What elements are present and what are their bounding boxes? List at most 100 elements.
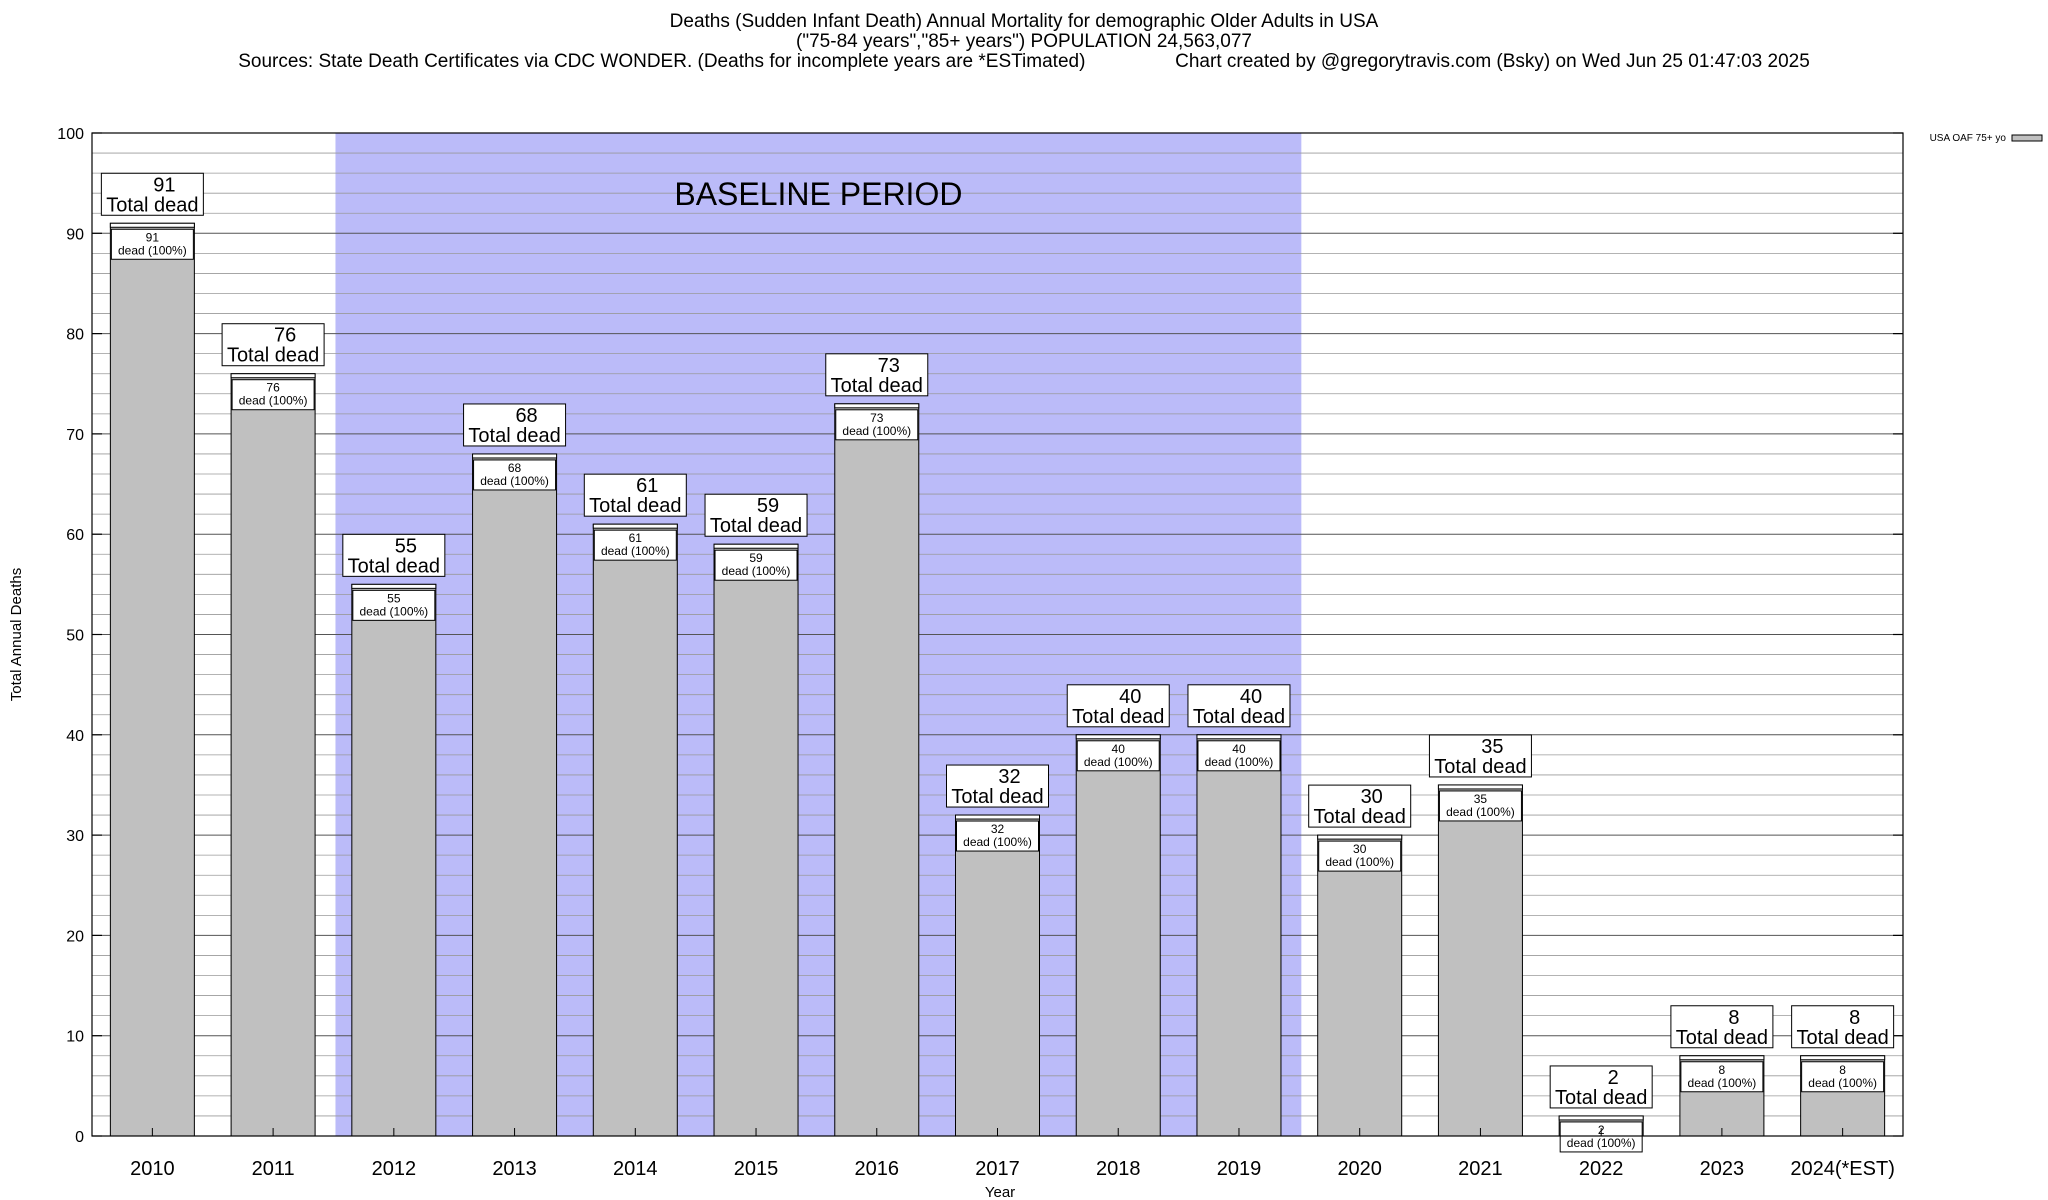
inner-label-text: dead (100%)	[359, 604, 428, 618]
top-label-text: Total dead	[1555, 1087, 1647, 1109]
top-label-text: Total dead	[589, 495, 681, 517]
top-label-box	[583, 473, 687, 517]
x-tick-label: 2018	[1096, 1158, 1141, 1180]
inner-label-box	[593, 529, 677, 561]
bar	[1075, 734, 1161, 1137]
top-label-text: Total dead	[1676, 1027, 1768, 1049]
top-label-box	[704, 493, 808, 537]
top-label-value: 30	[1361, 786, 1383, 808]
bar-top-cap	[834, 403, 920, 409]
inner-label-value: 40	[1112, 742, 1126, 756]
top-label-text: Total dead	[227, 345, 319, 367]
inner-label-text: dead (100%)	[963, 835, 1032, 849]
inner-label-box	[714, 549, 798, 581]
bar-top-cap	[109, 222, 195, 228]
inner-label-value: 55	[387, 591, 401, 605]
inner-label-box	[835, 409, 919, 441]
bar	[713, 543, 799, 1137]
y-tick-label: 30	[66, 828, 84, 845]
x-tick-label: 2021	[1458, 1158, 1503, 1180]
inner-label-value: 91	[146, 230, 160, 244]
x-tick-label: 2016	[855, 1158, 900, 1180]
bar	[1437, 784, 1523, 1137]
y-tick-label: 40	[66, 728, 84, 745]
bar	[230, 373, 316, 1137]
top-label-box	[342, 533, 446, 577]
x-axis-label: Year	[985, 1184, 1015, 1200]
plot-border	[91, 132, 1904, 1137]
chart-subtitle: ("75-84 years","85+ years") POPULATION 2…	[796, 31, 1252, 52]
y-tick-label: 100	[57, 126, 84, 143]
bar-top-cap	[351, 583, 437, 589]
inner-label-text: dead (100%)	[1325, 855, 1394, 869]
bar	[472, 453, 558, 1137]
top-label-value: 68	[515, 405, 537, 427]
top-label-text: Total dead	[1434, 756, 1526, 778]
y-tick-label: 50	[66, 628, 84, 645]
inner-label-value: 35	[1474, 792, 1488, 806]
bar-top-cap	[1558, 1115, 1644, 1121]
bar-top-cap	[713, 543, 799, 549]
top-label-value: 40	[1240, 686, 1262, 708]
top-label-text: Total dead	[1193, 706, 1285, 728]
inner-label-box	[1197, 740, 1281, 772]
inner-label-text: dead (100%)	[118, 243, 187, 257]
inner-label-text: dead (100%)	[1808, 1076, 1877, 1090]
y-tick-label: 60	[66, 527, 84, 544]
inner-label-value: 59	[749, 551, 763, 565]
inner-label-text: dead (100%)	[842, 424, 911, 438]
inner-label-text: dead (100%)	[239, 394, 308, 408]
y-tick-label: 80	[66, 327, 84, 344]
top-label-box	[1549, 1065, 1653, 1109]
top-label-value: 32	[998, 766, 1020, 788]
top-label-text: Total dead	[1314, 806, 1406, 828]
top-label-text: Total dead	[106, 194, 198, 216]
inner-label-text: dead (100%)	[1205, 755, 1274, 769]
chart-title: Deaths (Sudden Infant Death) Annual Mort…	[669, 11, 1379, 32]
inner-label-text: dead (100%)	[1688, 1076, 1757, 1090]
bar-top-cap	[1196, 734, 1282, 740]
x-tick-label: 2020	[1337, 1158, 1382, 1180]
x-tick-label: 2017	[975, 1158, 1020, 1180]
top-label-box	[1791, 1005, 1895, 1049]
inner-label-value: 73	[870, 411, 884, 425]
y-axis-label: Total Annual Deaths	[8, 568, 25, 701]
inner-label-box	[473, 459, 557, 491]
legend-swatch	[2011, 134, 2043, 142]
inner-label-box	[1438, 790, 1522, 822]
inner-label-box	[1559, 1121, 1643, 1153]
x-tick-label: 2019	[1217, 1158, 1262, 1180]
inner-label-box	[1318, 840, 1402, 872]
y-tick-label: 70	[66, 427, 84, 444]
inner-label-text: dead (100%)	[1567, 1136, 1636, 1150]
top-label-value: 40	[1119, 686, 1141, 708]
x-tick-label: 2024(*EST)	[1790, 1158, 1895, 1180]
inner-label-value: 30	[1353, 842, 1367, 856]
inner-label-box	[352, 589, 436, 621]
inner-label-value: 68	[508, 461, 522, 475]
y-tick-label: 10	[66, 1029, 84, 1046]
top-label-text: Total dead	[348, 555, 440, 577]
inner-label-box	[231, 379, 315, 411]
inner-label-value: 61	[629, 531, 643, 545]
bar-top-cap	[1800, 1055, 1886, 1061]
top-label-box	[1308, 784, 1412, 828]
bar-top-cap	[955, 814, 1040, 820]
inner-label-text: dead (100%)	[1084, 755, 1153, 769]
inner-label-box	[956, 820, 1039, 852]
inner-label-box	[1680, 1061, 1764, 1093]
inner-label-text: dead (100%)	[601, 544, 670, 558]
bar-top-cap	[1437, 784, 1523, 790]
top-label-box	[1066, 684, 1170, 728]
x-tick-label: 2014	[613, 1158, 658, 1180]
x-tick-label: 2023	[1700, 1158, 1745, 1180]
top-label-value: 8	[1728, 1007, 1739, 1029]
top-label-value: 76	[274, 325, 296, 347]
bar	[1317, 834, 1403, 1137]
inner-label-box	[1076, 740, 1160, 772]
top-label-text: Total dead	[1072, 706, 1164, 728]
y-tick-label: 90	[66, 226, 84, 243]
top-label-box	[946, 764, 1049, 808]
top-label-value: 2	[1608, 1067, 1619, 1089]
